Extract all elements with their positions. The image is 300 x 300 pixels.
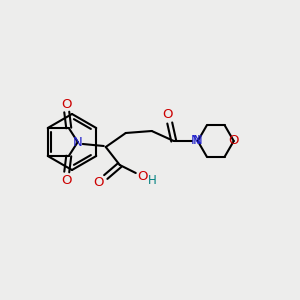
- Text: O: O: [94, 176, 104, 188]
- Text: N: N: [191, 134, 201, 148]
- Text: O: O: [229, 134, 239, 148]
- Text: O: O: [61, 173, 72, 187]
- Text: O: O: [137, 170, 148, 184]
- Text: N: N: [73, 136, 82, 148]
- Text: O: O: [61, 98, 72, 110]
- Text: O: O: [163, 107, 173, 121]
- Text: N: N: [193, 134, 202, 148]
- Text: H: H: [147, 175, 156, 188]
